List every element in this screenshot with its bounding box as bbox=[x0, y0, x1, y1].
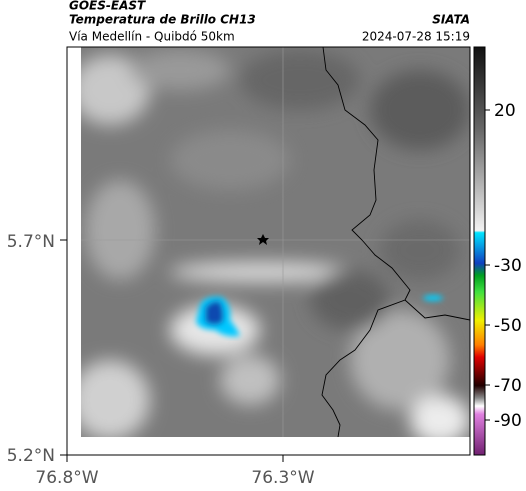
map-title: Temperatura de Brillo CH13 bbox=[69, 13, 256, 27]
colorbar-label: 20 bbox=[494, 101, 516, 121]
source-label: GOES-EAST bbox=[69, 0, 146, 13]
colorbar-label: -50 bbox=[494, 316, 522, 336]
timestamp: 2024-07-28 15:19 bbox=[362, 30, 470, 44]
subtitle: Vía Medellín - Quibdó 50km bbox=[69, 30, 235, 44]
colorbar-label: -30 bbox=[494, 256, 522, 276]
lon-label: 76.8°W bbox=[35, 468, 98, 488]
colorbar-label: -90 bbox=[494, 411, 522, 431]
colorbar-label: -70 bbox=[494, 376, 522, 396]
colorbar bbox=[473, 46, 486, 456]
location-marker bbox=[257, 234, 269, 245]
colorbar-ticks bbox=[485, 109, 490, 421]
lon-label: 76.3°W bbox=[251, 468, 314, 488]
lat-label: 5.7°N bbox=[7, 232, 55, 252]
lat-label: 5.2°N bbox=[7, 446, 55, 466]
map-frame bbox=[66, 46, 471, 456]
brightness-field bbox=[81, 47, 470, 437]
brand-label: SIATA bbox=[432, 13, 470, 27]
